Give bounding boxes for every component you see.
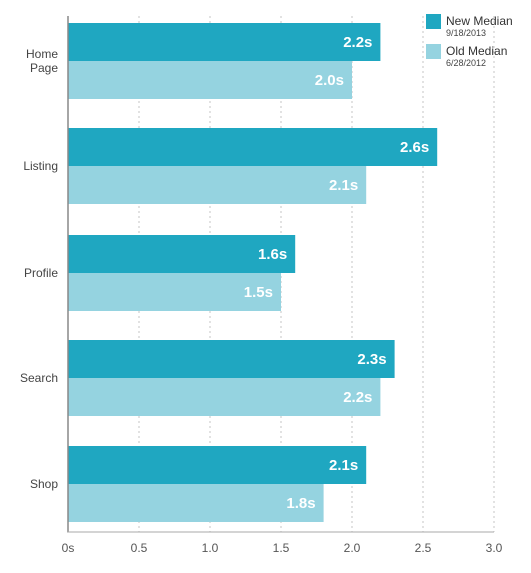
- bars: 2.2s 2.0s 2.6s 2.1s 1.6s 1.5s 2.3s 2.2s 2.1s 1.8s: [68, 23, 438, 522]
- category-label: Home: [26, 47, 58, 61]
- x-tick-label: 3.0: [486, 541, 503, 555]
- category-label: Profile: [24, 266, 58, 280]
- x-tick-label: 1.0: [202, 541, 219, 555]
- legend-swatch-old: [426, 44, 441, 59]
- x-tick-label: 0.5: [131, 541, 148, 555]
- bar-new-3: [68, 340, 395, 378]
- bar-value-label: 1.8s: [286, 495, 315, 512]
- bar-value-label: 1.5s: [244, 284, 273, 301]
- x-tick-label: 2.0: [344, 541, 361, 555]
- bar-value-label: 2.1s: [329, 457, 358, 474]
- bar-new-2: [68, 235, 296, 273]
- legend-swatch-new: [426, 14, 441, 29]
- x-tick-label: 2.5: [415, 541, 432, 555]
- category-label: Listing: [23, 159, 58, 173]
- bar-value-label: 1.6s: [258, 246, 287, 263]
- category-label: Page: [30, 61, 58, 75]
- bar-value-label: 2.2s: [343, 34, 372, 51]
- category-label: Shop: [30, 477, 58, 491]
- legend-series-name: Old Median: [446, 44, 507, 58]
- bar-new-4: [68, 446, 367, 484]
- x-tick-label: 0s: [62, 541, 75, 555]
- bar-value-label: 2.2s: [343, 389, 372, 406]
- legend-series-date: 6/28/2012: [446, 58, 486, 68]
- bar-value-label: 2.0s: [315, 72, 344, 89]
- bar-old-1: [68, 166, 367, 204]
- bar-value-label: 2.3s: [357, 351, 386, 368]
- category-label: Search: [20, 371, 58, 385]
- bar-new-0: [68, 23, 381, 61]
- legend-series-name: New Median: [446, 14, 513, 28]
- x-tick-label: 1.5: [273, 541, 290, 555]
- bar-old-0: [68, 61, 352, 99]
- bar-value-label: 2.6s: [400, 139, 429, 156]
- bar-old-4: [68, 484, 324, 522]
- bar-old-2: [68, 273, 281, 311]
- bar-new-1: [68, 128, 438, 166]
- legend-series-date: 9/18/2013: [446, 28, 486, 38]
- bar-value-label: 2.1s: [329, 177, 358, 194]
- bar-old-3: [68, 378, 381, 416]
